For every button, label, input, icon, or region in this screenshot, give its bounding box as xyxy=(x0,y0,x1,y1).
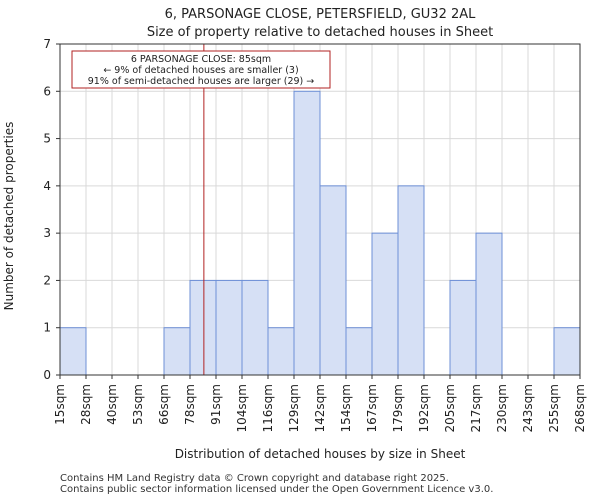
y-tick-label: 7 xyxy=(43,37,51,51)
bar-116sqm xyxy=(267,327,295,376)
y-tick-label: 5 xyxy=(43,132,51,146)
y-tick-label: 1 xyxy=(43,321,51,335)
x-tick-label: 230sqm xyxy=(495,384,509,432)
chart-subtitle: Size of property relative to detached ho… xyxy=(147,25,493,40)
bar-66sqm xyxy=(163,327,191,376)
x-tick-label: 142sqm xyxy=(313,384,327,432)
footer-copyright: Contains HM Land Registry data © Crown c… xyxy=(60,473,449,484)
marker-annotation: 6 PARSONAGE CLOSE: 85sqm← 9% of detached… xyxy=(71,50,331,89)
footer-licence: Contains public sector information licen… xyxy=(60,484,494,495)
x-tick-label: 78sqm xyxy=(183,384,197,425)
bar-179sqm xyxy=(397,185,425,376)
x-tick-label: 255sqm xyxy=(547,384,561,432)
x-tick-label: 217sqm xyxy=(469,384,483,432)
x-tick-label: 167sqm xyxy=(365,384,379,432)
x-tick-label: 154sqm xyxy=(339,384,353,432)
x-tick-label: 53sqm xyxy=(131,384,145,425)
chart-title: 6, PARSONAGE CLOSE, PETERSFIELD, GU32 2A… xyxy=(165,7,477,22)
x-tick-label: 28sqm xyxy=(79,384,93,425)
x-tick-label: 66sqm xyxy=(157,384,171,425)
x-tick-label: 205sqm xyxy=(443,384,457,432)
bar-205sqm xyxy=(449,279,477,376)
bar-167sqm xyxy=(371,232,399,376)
y-tick-label: 2 xyxy=(43,273,51,287)
bar-154sqm xyxy=(345,327,373,376)
bar-129sqm xyxy=(293,90,321,376)
x-tick-label: 192sqm xyxy=(417,384,431,432)
y-tick-label: 0 xyxy=(43,368,51,382)
bar-142sqm xyxy=(319,185,347,376)
x-tick-label: 91sqm xyxy=(209,384,223,425)
annotation-line: 6 PARSONAGE CLOSE: 85sqm xyxy=(131,54,271,65)
bar-255sqm xyxy=(553,327,581,376)
x-tick-label: 268sqm xyxy=(573,384,587,432)
x-tick-label: 179sqm xyxy=(391,384,405,432)
annotation-box xyxy=(71,50,331,89)
bar-104sqm xyxy=(241,279,269,376)
x-tick-label: 116sqm xyxy=(261,384,275,432)
x-tick-label: 40sqm xyxy=(105,384,119,425)
bar-78sqm xyxy=(189,279,217,376)
x-tick-label: 129sqm xyxy=(287,384,301,432)
bars xyxy=(59,90,581,376)
x-tick-label: 104sqm xyxy=(235,384,249,432)
y-axis-label: Number of detached properties xyxy=(2,122,16,311)
y-tick-label: 3 xyxy=(43,226,51,240)
annotation-line: 91% of semi-detached houses are larger (… xyxy=(88,76,315,87)
bar-217sqm xyxy=(475,232,503,376)
x-tick-label: 15sqm xyxy=(53,384,67,425)
x-tick-label: 243sqm xyxy=(521,384,535,432)
bar-91sqm xyxy=(215,279,243,376)
y-axis-ticks: 0 1 2 3 4 5 6 7 xyxy=(43,37,60,382)
y-tick-label: 4 xyxy=(43,179,51,193)
x-axis-label: Distribution of detached houses by size … xyxy=(175,447,466,461)
x-axis-ticks: 15sqm 28sqm 40sqm 53sqm 66sqm 78sqm 91sqm 104sq… xyxy=(53,375,587,432)
y-tick-label: 6 xyxy=(43,84,51,98)
annotation-line: ← 9% of detached houses are smaller (3) xyxy=(103,65,298,76)
bar-15sqm xyxy=(59,327,87,376)
